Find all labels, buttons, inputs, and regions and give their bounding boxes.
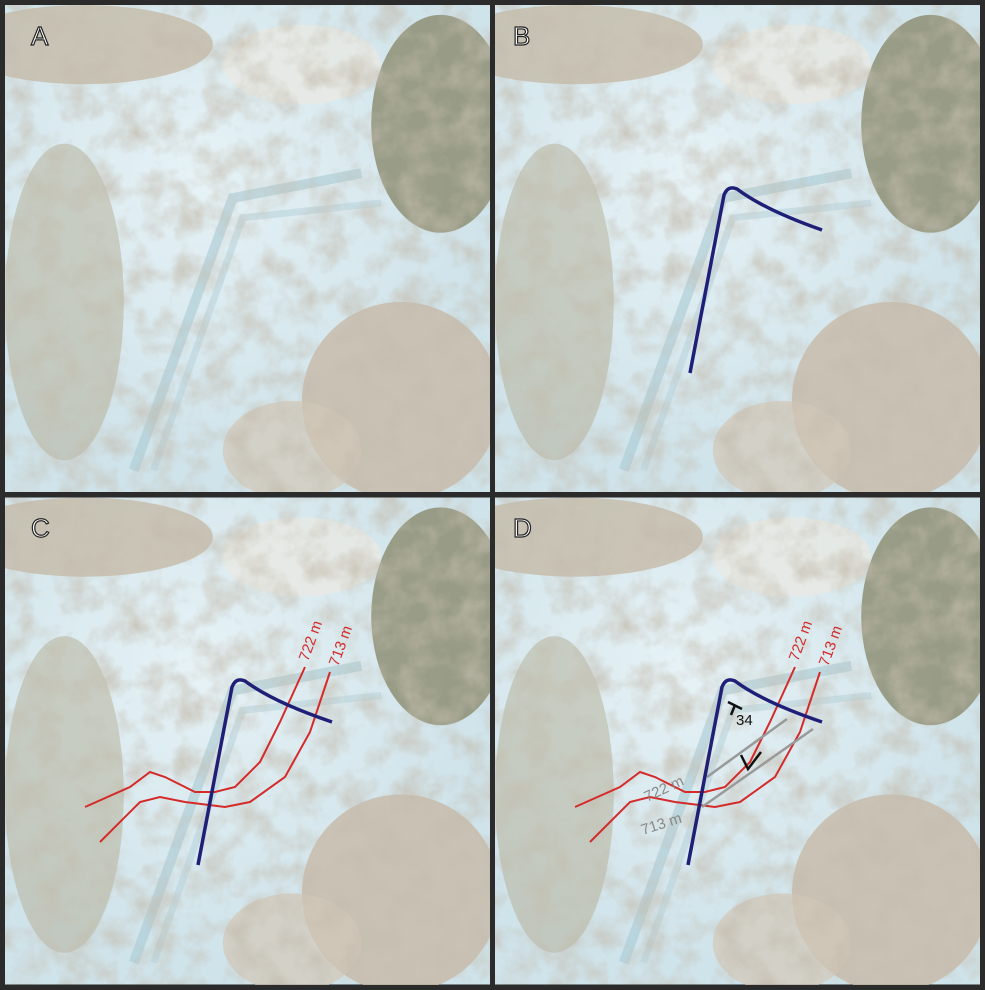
- panel-label: A: [31, 21, 49, 51]
- panel-label: B: [513, 21, 530, 51]
- panel-d: D 34 722 m 713 m 722 m 713 m: [446, 498, 985, 990]
- panel-label: D: [513, 513, 532, 543]
- figure: A B C 722 m 713 m D 34 722 m 713 m 722 m…: [0, 0, 985, 990]
- panel-b: B: [446, 5, 985, 500]
- dip-label: 34: [736, 712, 753, 729]
- panel-a: A: [0, 5, 510, 500]
- panel-c: C 722 m 713 m: [0, 498, 510, 990]
- panel-label: C: [31, 513, 50, 543]
